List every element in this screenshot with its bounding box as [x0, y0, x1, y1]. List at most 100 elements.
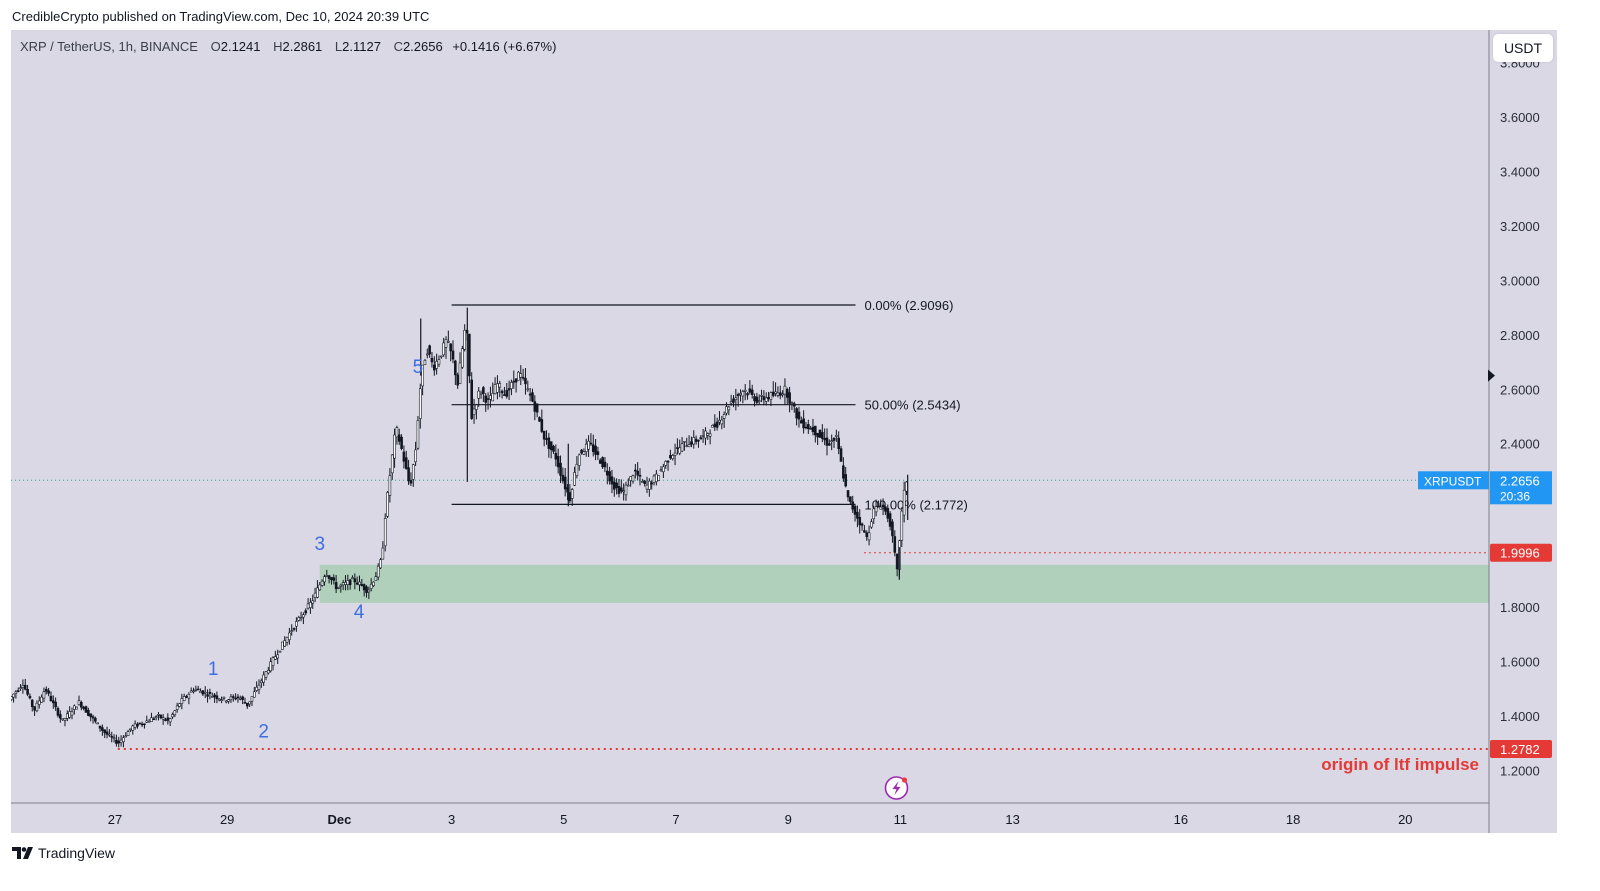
candle-body — [727, 406, 731, 411]
candle-body — [348, 579, 352, 585]
candle-body — [430, 357, 434, 363]
candle-body — [732, 398, 735, 403]
candle-body — [559, 462, 562, 476]
candle-body — [248, 701, 251, 705]
candle-body — [397, 434, 401, 442]
candle-body — [692, 437, 696, 445]
candle-body — [477, 390, 481, 399]
chart-panel[interactable]: 1.20001.40001.60001.80002.00002.20002.40… — [11, 30, 1557, 833]
candle-body — [526, 388, 530, 391]
candle-body — [260, 680, 263, 684]
candle-body — [729, 401, 733, 404]
candle-body — [91, 716, 95, 719]
candle-body — [830, 440, 833, 443]
tradingview-logo-icon — [12, 847, 33, 859]
candle-body — [881, 504, 885, 508]
candle-body — [736, 394, 740, 397]
candle-body — [505, 389, 509, 397]
candle-body — [278, 650, 282, 653]
candle-body — [865, 532, 869, 538]
candle-body — [374, 576, 378, 581]
candle-body — [764, 397, 768, 402]
candle-body — [533, 401, 537, 412]
candle-body — [891, 521, 894, 537]
candle-body — [103, 729, 107, 734]
candle-body — [358, 581, 361, 586]
candle-body — [386, 492, 389, 517]
candle-body — [711, 425, 714, 428]
candle-body — [856, 511, 859, 519]
candle-body — [241, 696, 244, 700]
candle-body — [895, 553, 899, 570]
candle-body — [369, 583, 373, 589]
symbol-label[interactable]: XRP / TetherUS, 1h, BINANCE — [20, 39, 198, 54]
candle-body — [166, 717, 170, 721]
candle-body — [283, 640, 287, 647]
candle-body — [837, 437, 840, 450]
candle-body — [804, 426, 808, 429]
candle-body — [318, 584, 322, 591]
candle-body — [440, 355, 443, 358]
candle-body — [872, 508, 876, 520]
candle-body — [655, 473, 658, 482]
candle-body — [215, 695, 219, 700]
candle-body — [150, 717, 153, 722]
candle-body — [224, 700, 228, 703]
candle-body — [309, 602, 312, 608]
candle-body — [82, 706, 85, 709]
candle-body — [860, 523, 864, 526]
candle-body — [35, 702, 39, 712]
candle-body — [423, 360, 427, 366]
candle-body — [14, 691, 18, 694]
candle-body — [276, 654, 279, 659]
candle-body — [484, 395, 488, 403]
candle-body — [119, 739, 123, 743]
candle-body — [164, 719, 167, 721]
candle-body — [94, 717, 97, 722]
candle-body — [556, 456, 560, 468]
candle-body — [311, 600, 315, 604]
candle-body — [42, 691, 46, 699]
candle-body — [610, 476, 614, 485]
candle-body — [678, 447, 682, 454]
candle-body — [783, 385, 787, 395]
candle-body — [739, 393, 742, 396]
candle-body — [332, 577, 336, 581]
candle-body — [271, 657, 275, 666]
symbol-price-tag — [1418, 471, 1489, 490]
candle-body — [124, 735, 128, 738]
candle-body — [629, 476, 632, 481]
currency-button[interactable]: USDT — [1493, 34, 1553, 62]
candle-body — [715, 421, 719, 428]
candle-body — [671, 455, 675, 460]
candle-body — [475, 404, 478, 410]
candle-body — [255, 686, 258, 691]
x-tick-label: 20 — [1398, 812, 1412, 827]
candle-body — [863, 530, 866, 533]
y-tick-label: 2.6000 — [1500, 382, 1540, 397]
candle-body — [612, 481, 616, 490]
candle-body — [157, 714, 160, 716]
candle-body — [645, 484, 649, 490]
candle-body — [290, 630, 294, 632]
elliott-wave-label: 1 — [208, 659, 219, 680]
candle-body — [594, 445, 597, 455]
candle-body — [26, 689, 29, 695]
candle-body — [823, 438, 826, 441]
footer-brand[interactable]: TradingView — [12, 845, 115, 861]
candle-body — [145, 720, 149, 723]
candle-body — [542, 430, 546, 440]
level-price-badge — [1490, 543, 1552, 562]
candle-body — [367, 589, 371, 593]
candle-body — [498, 383, 502, 388]
candle-body — [713, 423, 717, 428]
candle-body — [792, 403, 796, 407]
candle-body — [250, 696, 254, 702]
candle-body — [641, 481, 644, 483]
current-price-label: 2.2656 — [1500, 473, 1540, 488]
candle-body — [500, 390, 504, 394]
candle-body — [154, 716, 158, 718]
candle-body — [886, 507, 890, 519]
price-chart[interactable]: 1.20001.40001.60001.80002.00002.20002.40… — [11, 30, 1557, 833]
candle-body — [816, 433, 819, 438]
